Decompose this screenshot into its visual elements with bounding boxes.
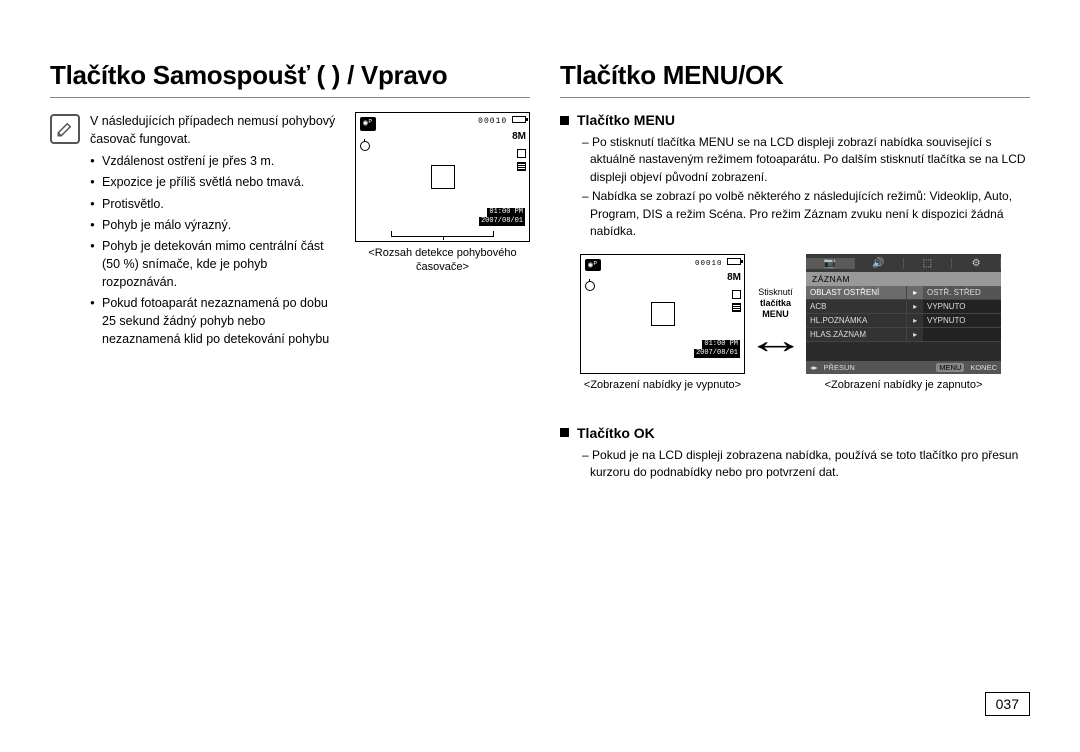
metering-icon xyxy=(517,162,526,171)
menu-subhead-text: Tlačítko MENU xyxy=(577,112,675,128)
tab-camera-icon: 📷 xyxy=(806,258,855,269)
menu-body: Po stisknutí tlačítka MENU se na LCD dis… xyxy=(560,134,1030,240)
lcd-counter: 00010 xyxy=(695,260,723,268)
menu-val xyxy=(923,328,1001,341)
lcd-resolution: 8M xyxy=(478,129,526,145)
foot-move: PŘESUN xyxy=(824,363,855,372)
metering-icon xyxy=(732,303,741,312)
note-intro: V následujících případech nemusí pohybov… xyxy=(90,112,345,148)
arrow-label-1: Stisknutí xyxy=(758,287,793,297)
quality-icon xyxy=(732,290,741,299)
ok-body: Pokud je na LCD displeji zobrazena nabíd… xyxy=(560,447,1030,482)
right-title: Tlačítko MENU/OK xyxy=(560,60,1030,98)
lcd-time: 01:00 PM xyxy=(702,340,740,349)
timer-icon xyxy=(585,281,595,291)
menu-row: HL.POZNÁMKA ▸ VYPNUTO xyxy=(806,314,1001,328)
lcd-counter: 00010 xyxy=(478,117,507,126)
pencil-note-icon xyxy=(56,120,74,138)
menu-key: OBLAST OSTŘENÍ xyxy=(806,286,907,299)
menu-section: ZÁZNAM xyxy=(806,272,1001,286)
lcd-left-icons: ◉ᴾ xyxy=(585,259,601,291)
lcd-on-caption: <Zobrazení nabídky je zapnuto> xyxy=(806,378,1001,392)
double-arrow-icon: ↔ xyxy=(740,322,812,360)
camera-mode-icon: ◉ᴾ xyxy=(360,117,376,131)
bullet-item: Pokud fotoaparát nezaznamená po dobu 25 … xyxy=(90,294,345,348)
bullet-item: Expozice je příliš světlá nebo tmavá. xyxy=(90,173,345,191)
page: Tlačítko Samospoušť ( ) / Vpravo V násle… xyxy=(50,60,1030,483)
menu-row: OBLAST OSTŘENÍ ▸ OSTŘ. STŘED xyxy=(806,286,1001,300)
menu-key: ACB xyxy=(806,300,907,313)
lcd-caption: <Rozsah detekce pohybového časovače> xyxy=(355,246,530,275)
menu-val: VYPNUTO xyxy=(923,300,1001,313)
lcd-on-wrap: 📷 🔊 ⬚ ⚙ ZÁZNAM OBLAST OSTŘENÍ ▸ OSTŘ. ST… xyxy=(806,254,1001,392)
lcd-right-icons: 00010 8M xyxy=(695,258,741,312)
chevron-right-icon: ▸ xyxy=(907,328,923,341)
lcd-date: 2007/08/01 xyxy=(479,217,525,226)
menu-row: ACB ▸ VYPNUTO xyxy=(806,300,1001,314)
menu-para: Nabídka se zobrazí po volbě některého z … xyxy=(582,188,1030,240)
menu-val: OSTŘ. STŘED xyxy=(923,286,1001,299)
lcd-left-icons: ◉ᴾ xyxy=(360,117,376,151)
bullet-item: Pohyb je málo výrazný. xyxy=(90,216,345,234)
note-icon xyxy=(50,114,80,144)
bullet-item: Vzdálenost ostření je přes 3 m. xyxy=(90,152,345,170)
menu-footer: ◂▸ PŘESUN MENU KONEC xyxy=(806,361,1001,374)
menu-tabbar: 📷 🔊 ⬚ ⚙ xyxy=(806,254,1001,272)
lcd-datetime: 01:00 PM 2007/08/01 xyxy=(479,208,525,226)
menu-subhead: Tlačítko MENU xyxy=(560,112,1030,128)
menu-row: HLAS.ZÁZNAM ▸ xyxy=(806,328,1001,342)
lcd-screen-on: 📷 🔊 ⬚ ⚙ ZÁZNAM OBLAST OSTŘENÍ ▸ OSTŘ. ST… xyxy=(806,254,1001,374)
lcd-resolution: 8M xyxy=(695,270,741,286)
lcd-off-caption: <Zobrazení nabídky je vypnuto> xyxy=(580,378,745,392)
note-text-col: V následujících případech nemusí pohybov… xyxy=(90,112,345,352)
bullet-item: Pohyb je detekován mimo centrální část (… xyxy=(90,237,345,291)
chevron-right-icon: ▸ xyxy=(907,314,923,327)
ok-para: Pokud je na LCD displeji zobrazena nabíd… xyxy=(582,447,1030,482)
arrow-between: Stisknutí tlačítka MENU ↔ xyxy=(753,287,798,361)
menu-val: VYPNUTO xyxy=(923,314,1001,327)
foot-menu-btn: MENU xyxy=(936,363,964,372)
arrows-icon: ◂▸ xyxy=(810,363,818,372)
menu-key: HL.POZNÁMKA xyxy=(806,314,907,327)
tab-setup-icon: ⚙ xyxy=(952,258,1001,269)
ok-subhead-text: Tlačítko OK xyxy=(577,425,655,441)
bullet-item: Protisvětlo. xyxy=(90,195,345,213)
lcd-screen-left: ◉ᴾ 00010 8M 01:00 PM xyxy=(355,112,530,242)
left-column: Tlačítko Samospoušť ( ) / Vpravo V násle… xyxy=(50,60,530,483)
menu-key: HLAS.ZÁZNAM xyxy=(806,328,907,341)
lcd-screen-off: ◉ᴾ 00010 8M 01:00 PM 2007/08/01 xyxy=(580,254,745,374)
chevron-right-icon: ▸ xyxy=(907,300,923,313)
camera-mode-icon: ◉ᴾ xyxy=(585,259,601,271)
left-figure: ◉ᴾ 00010 8M 01:00 PM xyxy=(355,112,530,275)
menu-para: Po stisknutí tlačítka MENU se na LCD dis… xyxy=(582,134,1030,186)
ok-subhead: Tlačítko OK xyxy=(560,425,1030,441)
left-title: Tlačítko Samospoušť ( ) / Vpravo xyxy=(50,60,530,98)
lcd-date: 2007/08/01 xyxy=(694,349,740,358)
battery-icon xyxy=(512,116,526,123)
menu-screens-row: ◉ᴾ 00010 8M 01:00 PM 2007/08/01 xyxy=(580,254,1030,392)
focus-frame-icon xyxy=(431,165,455,189)
detection-range-bracket xyxy=(391,231,495,237)
lcd-right-icons: 00010 8M xyxy=(478,116,526,171)
quality-icon xyxy=(517,149,526,158)
lcd-datetime: 01:00 PM 2007/08/01 xyxy=(694,340,740,358)
note-bullet-list: Vzdálenost ostření je přes 3 m. Expozice… xyxy=(90,152,345,348)
foot-exit: KONEC xyxy=(970,363,997,372)
lcd-off-wrap: ◉ᴾ 00010 8M 01:00 PM 2007/08/01 xyxy=(580,254,745,392)
chevron-right-icon: ▸ xyxy=(907,286,923,299)
arrow-label-2: tlačítka MENU xyxy=(760,298,791,319)
tab-sound-icon: 🔊 xyxy=(855,258,904,269)
page-number: 037 xyxy=(985,692,1030,716)
note-content: V následujících případech nemusí pohybov… xyxy=(90,112,530,352)
battery-icon xyxy=(727,258,741,265)
right-column: Tlačítko MENU/OK Tlačítko MENU Po stiskn… xyxy=(560,60,1030,483)
note-block: V následujících případech nemusí pohybov… xyxy=(50,112,530,352)
timer-icon xyxy=(360,141,370,151)
focus-frame-icon xyxy=(651,302,675,326)
lcd-time: 01:00 PM xyxy=(487,208,525,217)
tab-display-icon: ⬚ xyxy=(904,258,953,269)
